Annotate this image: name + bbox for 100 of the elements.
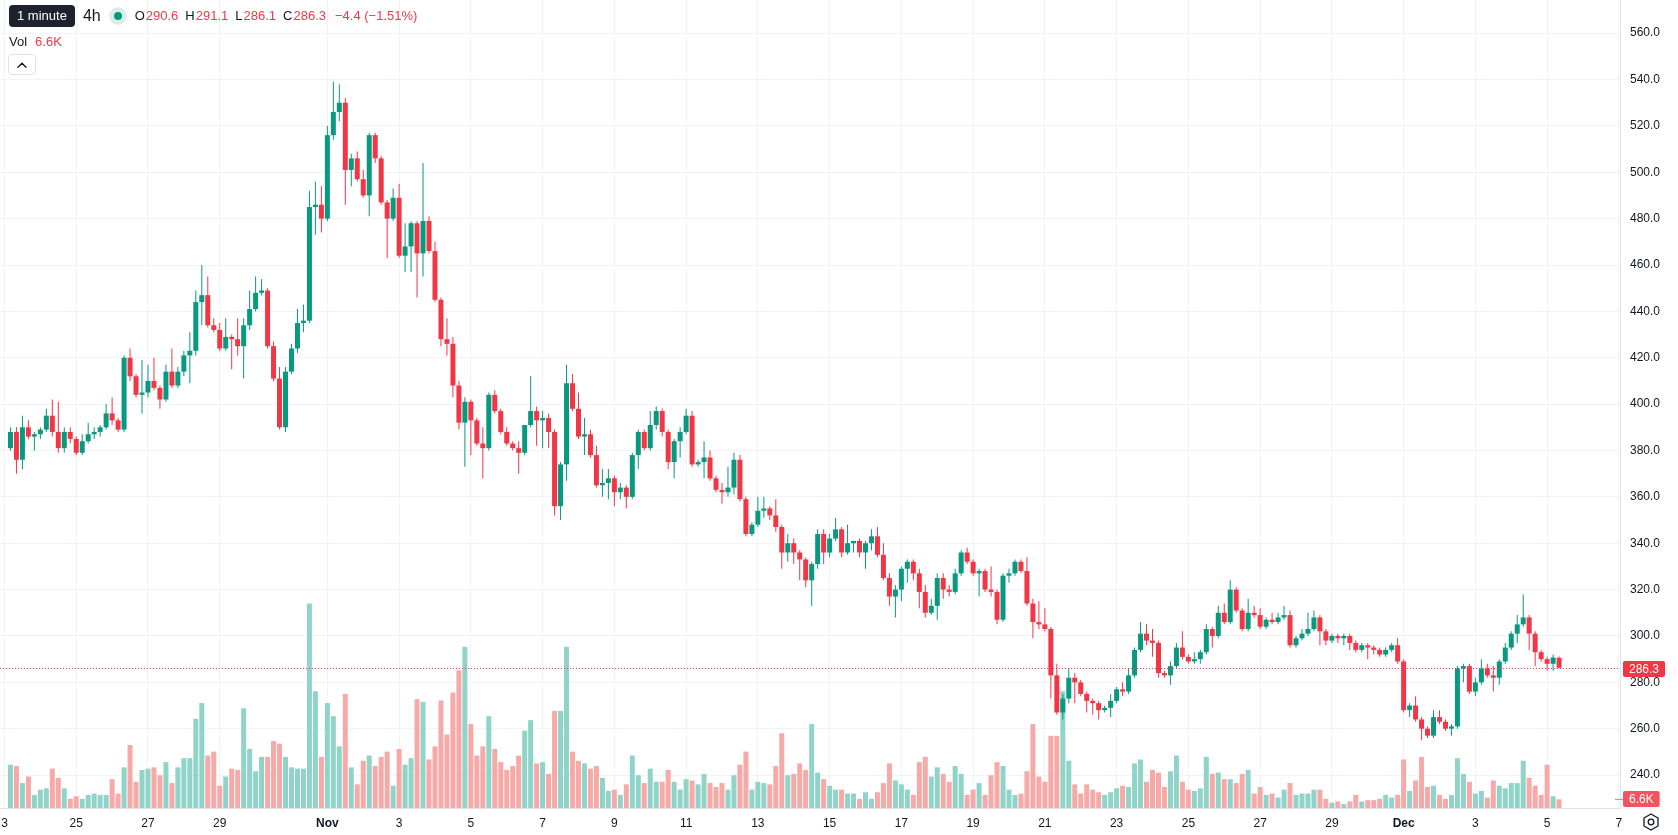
y-tick-label: 480.0 <box>1630 210 1661 225</box>
bar <box>61 788 67 808</box>
y-tick-label: 420.0 <box>1630 350 1661 365</box>
x-tick-label: Dec <box>1392 815 1415 830</box>
bar <box>689 780 695 808</box>
bar <box>462 646 468 808</box>
annotation: O <box>134 7 145 25</box>
bar <box>396 748 402 808</box>
bar <box>1245 769 1251 808</box>
bar <box>7 764 13 808</box>
x-tick-label: 7 <box>539 815 547 830</box>
bar <box>25 776 31 808</box>
bar <box>169 783 175 808</box>
bar <box>611 789 617 808</box>
bar <box>785 775 791 808</box>
x-tick-label: 23 <box>1109 815 1124 830</box>
y-tick-label: 340.0 <box>1630 535 1661 550</box>
annotation: 1 minute <box>9 5 75 27</box>
bar <box>1550 796 1556 808</box>
bar <box>1215 772 1221 808</box>
bar <box>121 767 127 808</box>
bar <box>1335 801 1341 808</box>
x-tick-label: 5 <box>467 815 475 830</box>
bar <box>163 762 169 808</box>
bar <box>420 701 426 808</box>
annotation: −4.4 (−1.51%) <box>335 7 418 25</box>
bar <box>414 699 420 808</box>
bar <box>19 783 25 808</box>
bar <box>534 763 540 808</box>
x-tick-label: 27 <box>141 815 155 830</box>
bar <box>13 766 19 808</box>
x-tick-label: 3 <box>1 815 9 830</box>
bar <box>1287 783 1293 808</box>
bar <box>223 776 229 808</box>
y-tick-label: 380.0 <box>1630 442 1661 457</box>
y2-tick-label: 6.6K <box>1629 791 1654 806</box>
y-tick-label: 400.0 <box>1630 396 1661 411</box>
y-tick-label: 520.0 <box>1630 118 1661 133</box>
bar <box>1341 804 1347 808</box>
annotation: Vol <box>9 33 28 49</box>
y-tick-label: 240.0 <box>1630 767 1661 782</box>
ref-line-label: 286.3 <box>1629 661 1660 676</box>
annotation: 291.1 <box>195 7 229 25</box>
y-tick-label: 360.0 <box>1630 489 1661 504</box>
annotation: 286.1 <box>243 7 277 25</box>
candlestick <box>581 418 587 456</box>
annotation: 6.6K <box>35 33 62 49</box>
bar <box>857 798 863 808</box>
bar <box>839 789 845 808</box>
x-tick-label: 19 <box>966 815 981 830</box>
bar <box>641 783 647 808</box>
x-tick-label: 9 <box>611 815 619 830</box>
bar <box>1221 779 1227 808</box>
bar <box>1269 793 1275 808</box>
x-tick-label: 25 <box>1181 815 1196 830</box>
y-tick-label: 540.0 <box>1630 71 1661 86</box>
annotation: 286.3 <box>293 7 326 25</box>
chart-title: 4h <box>82 6 101 26</box>
bar <box>390 785 396 808</box>
bar <box>1263 794 1269 808</box>
bar <box>976 783 982 808</box>
x-tick-label: 7 <box>1615 815 1623 830</box>
y-tick-label: 460.0 <box>1630 257 1661 272</box>
bar <box>1359 801 1365 808</box>
bar <box>366 755 372 808</box>
y-tick-label: 560.0 <box>1630 25 1661 40</box>
bar <box>342 693 348 808</box>
bar <box>581 763 587 808</box>
bar <box>486 716 492 808</box>
x-tick-label: 3 <box>1472 815 1480 830</box>
bar <box>318 756 324 808</box>
y-tick-label: 280.0 <box>1630 674 1661 689</box>
bar <box>1407 790 1413 808</box>
x-tick-label: 5 <box>1543 815 1551 830</box>
bar <box>1120 785 1126 808</box>
x-tick-label: 3 <box>395 815 403 830</box>
y-tick-label: 500.0 <box>1630 164 1661 179</box>
y-tick-label: 300.0 <box>1630 628 1661 643</box>
x-tick-label: 21 <box>1038 815 1052 830</box>
annotation: 290.6 <box>145 7 179 25</box>
x-tick-label: 17 <box>894 815 909 830</box>
annotation: L <box>235 7 243 25</box>
annotation: C <box>283 7 293 25</box>
annotation: H <box>185 7 195 25</box>
bar <box>1431 785 1437 808</box>
x-tick-label: 29 <box>213 815 227 830</box>
bar <box>1329 802 1335 808</box>
y-tick-label: 260.0 <box>1630 721 1661 736</box>
x-tick-label: 27 <box>1253 815 1268 830</box>
x-tick-label: 25 <box>69 815 84 830</box>
x-tick-label: 29 <box>1325 815 1339 830</box>
y-tick-label: 440.0 <box>1630 303 1661 318</box>
bar <box>348 767 354 808</box>
x-tick-label: 13 <box>751 815 765 830</box>
bar <box>1466 781 1472 808</box>
bar <box>540 762 546 808</box>
bar <box>617 794 623 808</box>
bar <box>1556 799 1562 808</box>
x-tick-label: 15 <box>822 815 837 830</box>
x-tick-label: 11 <box>679 815 693 830</box>
